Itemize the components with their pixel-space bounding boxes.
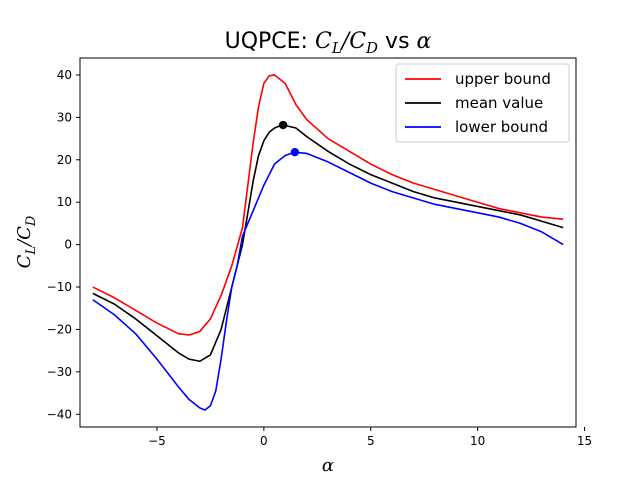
legend: upper bound mean value lower bound bbox=[396, 64, 569, 142]
y-tick-label: −10 bbox=[47, 280, 72, 294]
max-marker-lower-bound bbox=[291, 148, 299, 156]
max-marker-mean-value bbox=[279, 121, 287, 129]
legend-label-upper-bound: upper bound bbox=[455, 70, 551, 88]
y-tick-label: −40 bbox=[47, 407, 72, 421]
y-tick-label: 40 bbox=[57, 68, 72, 82]
x-tick-label: 0 bbox=[260, 434, 268, 448]
x-tick-label: 15 bbox=[577, 434, 592, 448]
legend-label-lower-bound: lower bound bbox=[455, 118, 548, 136]
y-tick-label: 10 bbox=[57, 195, 72, 209]
x-tick-label: 5 bbox=[367, 434, 375, 448]
x-axis-label: α bbox=[322, 455, 334, 476]
x-tick-label: 10 bbox=[470, 434, 485, 448]
legend-label-mean-value: mean value bbox=[455, 94, 543, 112]
chart-title: UQPCE: CL/CD vs α bbox=[225, 29, 432, 57]
y-tick-label: 0 bbox=[64, 238, 72, 252]
y-tick-label: 30 bbox=[57, 110, 72, 124]
y-tick-label: −30 bbox=[47, 365, 72, 379]
y-tick-label: 20 bbox=[57, 153, 72, 167]
x-tick-label: −5 bbox=[148, 434, 166, 448]
y-tick-label: −20 bbox=[47, 322, 72, 336]
